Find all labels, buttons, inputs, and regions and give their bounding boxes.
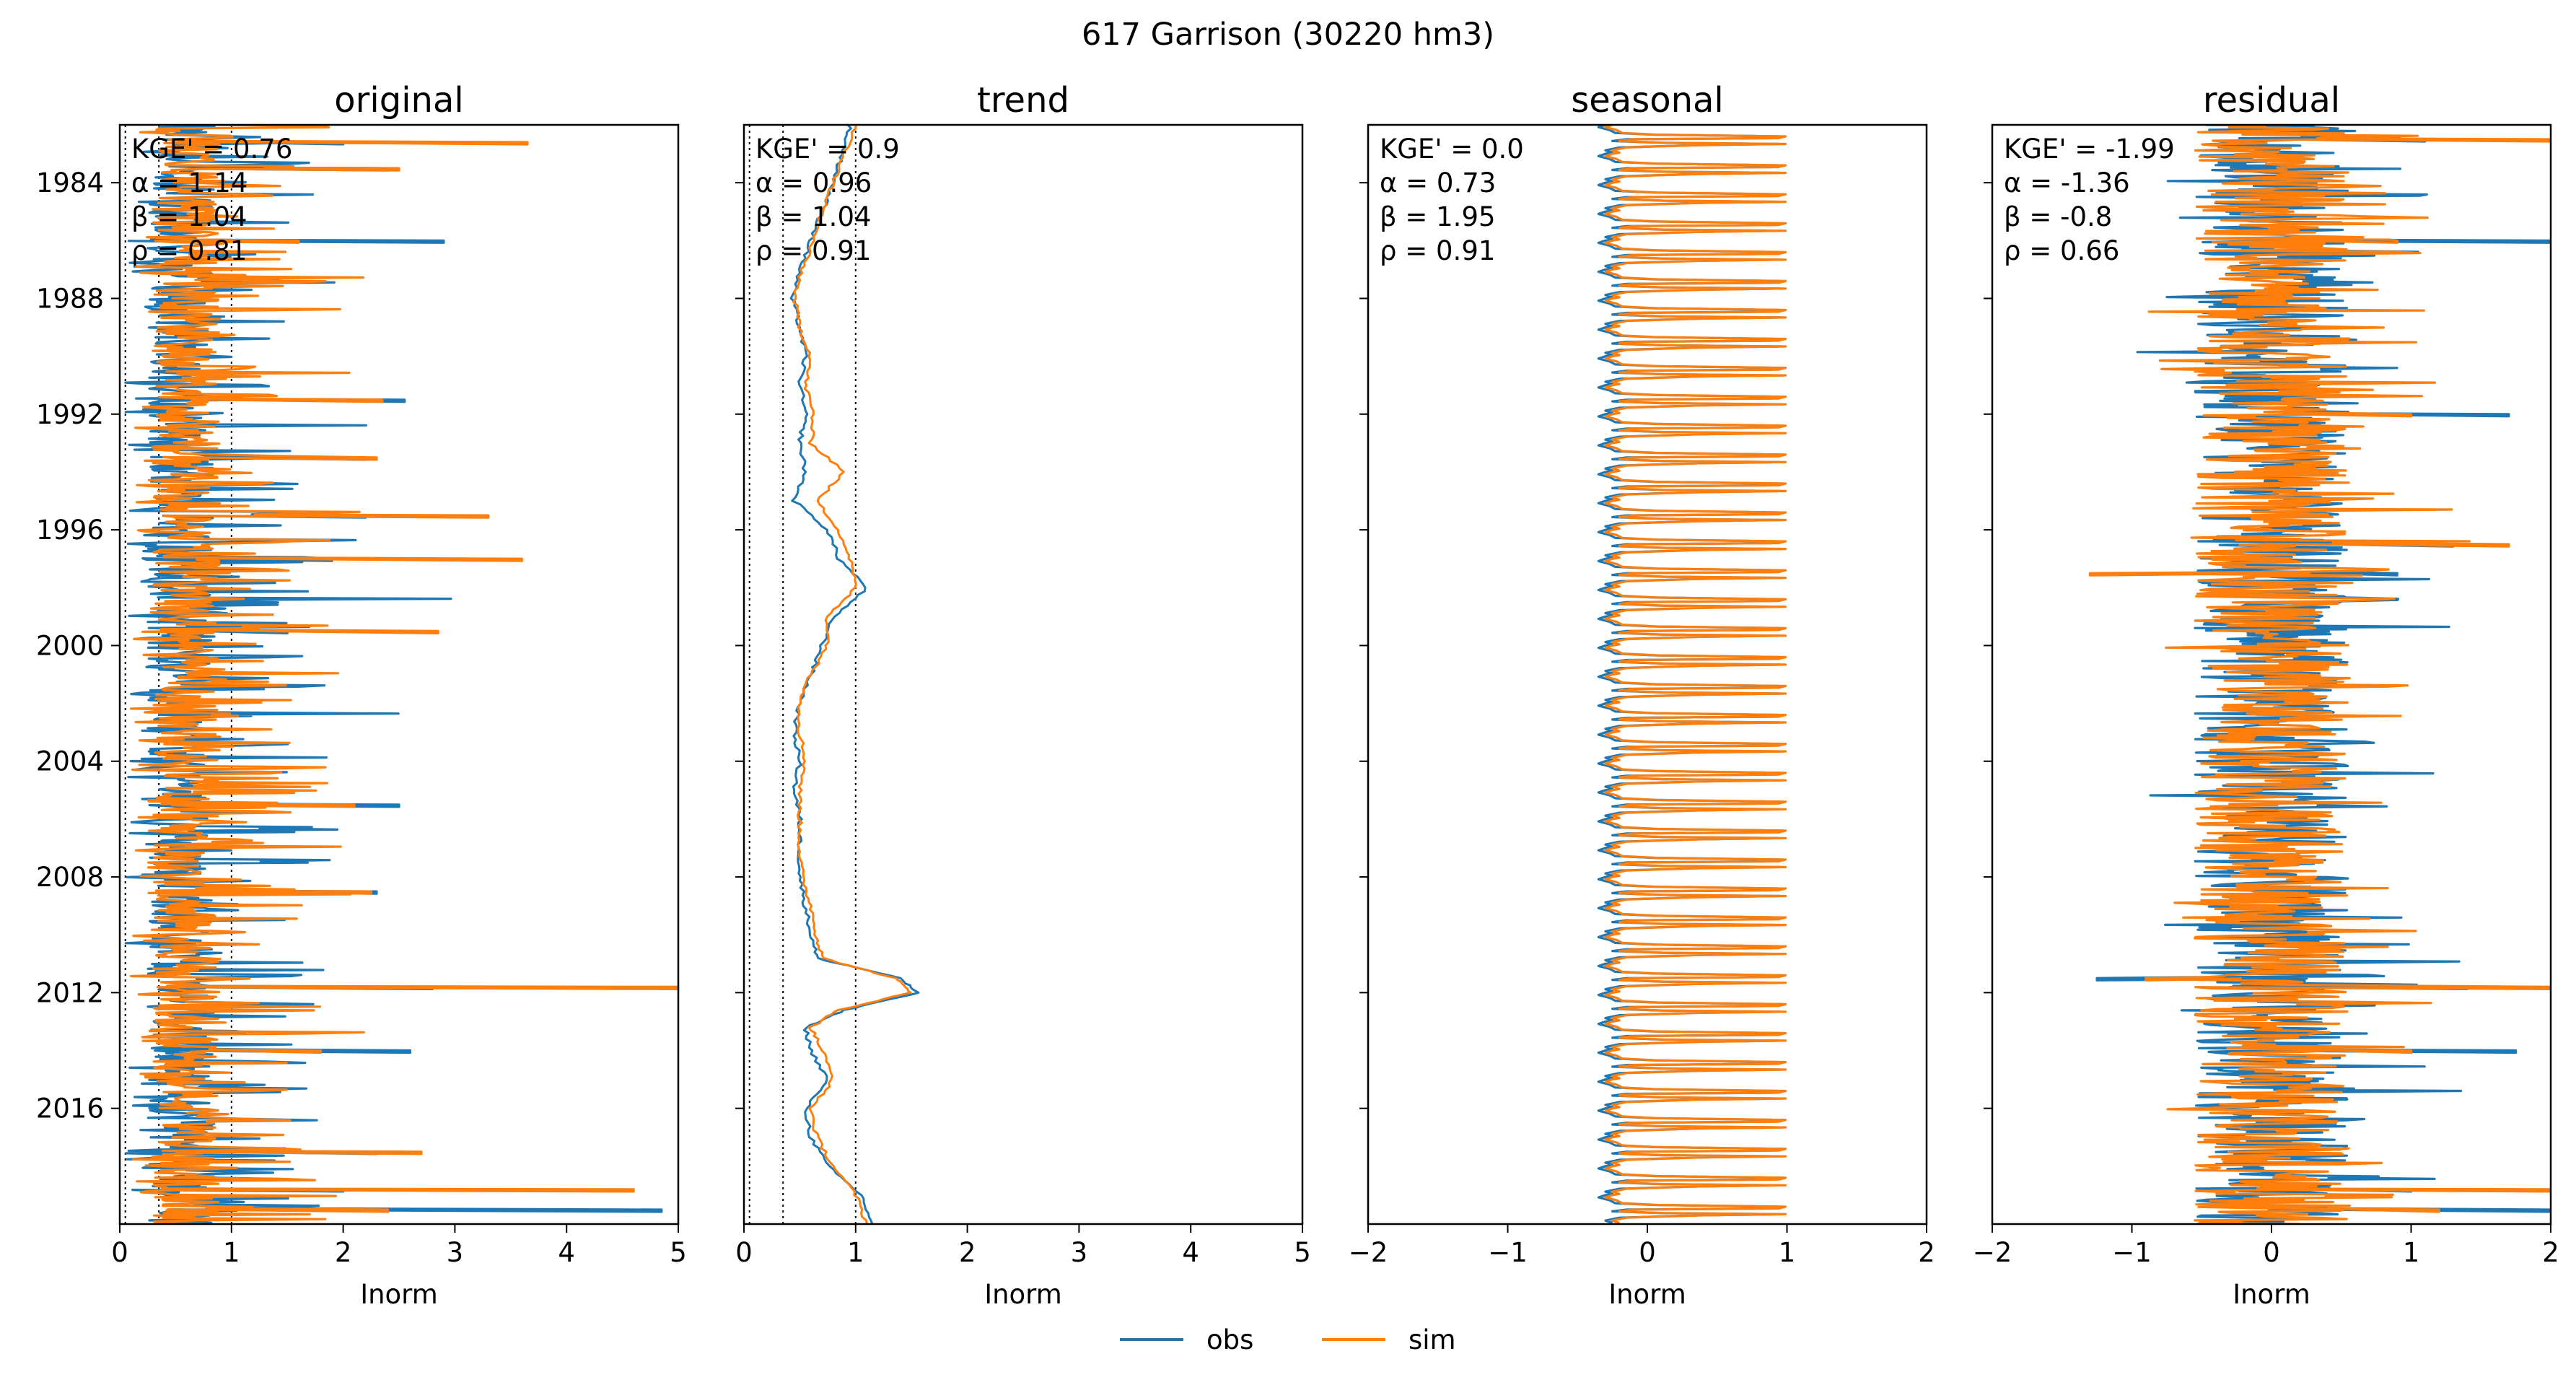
- y-tick-label: 2012: [36, 977, 104, 1008]
- panel-title: original: [334, 80, 463, 121]
- y-tick-label: 1984: [36, 167, 104, 198]
- x-tick-label: 2: [1918, 1237, 1935, 1268]
- panel-trend: trend 0 1 2 3 4 5 Inorm KGE' = 0.9α = 0.96β = 1.…: [735, 80, 1311, 1310]
- metric-text: KGE' = 0.76: [131, 134, 292, 165]
- panel-seasonal: seasonal −2 −1 0 1 2 Inorm KGE' = 0.0α = 0.73β …: [1349, 80, 1935, 1310]
- metric-text: α = 0.96: [755, 167, 872, 198]
- y-tick-label: 1992: [36, 399, 104, 430]
- series-sim-line: [2088, 125, 2551, 1224]
- metric-text: ρ = 0.81: [131, 235, 247, 266]
- x-tick-label: 1: [847, 1237, 864, 1268]
- panel-title: seasonal: [1571, 80, 1724, 121]
- x-tick-label: 5: [1294, 1237, 1311, 1268]
- x-tick-label: 0: [1639, 1237, 1656, 1268]
- x-tick-label: 3: [447, 1237, 464, 1268]
- x-tick-label: 1: [1779, 1237, 1796, 1268]
- y-tick-label: 1988: [36, 283, 104, 314]
- x-tick-label: 2: [2542, 1237, 2559, 1268]
- legend-label-obs: obs: [1206, 1324, 1253, 1355]
- x-axis-label: Inorm: [984, 1279, 1062, 1310]
- y-tick-label: 2000: [36, 630, 104, 661]
- axes-frame: [118, 123, 680, 1225]
- series-obs-line: [2095, 125, 2551, 1224]
- x-tick-label: 0: [111, 1237, 128, 1268]
- x-axis-label: Inorm: [1608, 1279, 1686, 1310]
- metric-text: α = -1.36: [2004, 167, 2130, 198]
- axes-frame: [742, 123, 1304, 1225]
- x-tick-label: 2: [959, 1237, 976, 1268]
- x-tick-label: 2: [335, 1237, 352, 1268]
- x-tick-label: 4: [558, 1237, 575, 1268]
- x-axis-label: Inorm: [2233, 1279, 2310, 1310]
- series-sim-line: [792, 125, 912, 1224]
- plot-area-residual: [2088, 125, 2551, 1224]
- legend: obs sim: [1120, 1324, 1456, 1355]
- y-tick-label: 2008: [36, 862, 104, 893]
- series-obs-line: [124, 125, 663, 1224]
- metric-text: ρ = 0.91: [1380, 235, 1495, 266]
- x-axis-label: Inorm: [360, 1279, 438, 1310]
- metric-text: β = 1.04: [755, 201, 872, 232]
- series-sim-line: [129, 125, 678, 1224]
- plot-area-trend: [789, 125, 920, 1224]
- figure-suptitle: 617 Garrison (30220 hm3): [1082, 17, 1494, 53]
- metric-text: α = 0.73: [1380, 167, 1496, 198]
- metric-text: KGE' = -1.99: [2004, 134, 2175, 165]
- panel-original: original 0 1 2 3 4 5 Inorm 1984 1988 1992 1996 2000 2…: [36, 80, 687, 1310]
- metric-text: KGE' = 0.9: [755, 134, 900, 165]
- x-tick-label: −2: [1349, 1237, 1388, 1268]
- x-tick-label: 1: [223, 1237, 240, 1268]
- panel-residual: residual −2 −1 0 1 2 Inorm KGE' = -1.99α = -1.3…: [1973, 80, 2559, 1310]
- y-tick-label: 2004: [36, 746, 104, 777]
- x-tick-label: 1: [2403, 1237, 2420, 1268]
- series-sim-line: [1604, 125, 1787, 1224]
- plot-area-seasonal: [1597, 125, 1787, 1224]
- panel-title: trend: [977, 80, 1069, 121]
- x-tick-label: 5: [670, 1237, 687, 1268]
- legend-label-sim: sim: [1409, 1324, 1456, 1355]
- y-tick-label: 2016: [36, 1093, 104, 1124]
- x-tick-label: 0: [735, 1237, 753, 1268]
- metric-text: β = 1.04: [131, 201, 247, 232]
- metric-text: β = -0.8: [2004, 201, 2112, 232]
- x-tick-label: −2: [1973, 1237, 2012, 1268]
- x-tick-label: −1: [2112, 1237, 2152, 1268]
- x-tick-label: −1: [1488, 1237, 1528, 1268]
- metric-text: α = 1.14: [131, 167, 247, 198]
- metric-text: β = 1.95: [1380, 201, 1496, 232]
- metric-text: KGE' = 0.0: [1380, 134, 1524, 165]
- y-tick-label: 1996: [36, 515, 104, 546]
- x-tick-label: 3: [1071, 1237, 1088, 1268]
- x-tick-label: 4: [1182, 1237, 1199, 1268]
- metric-text: ρ = 0.91: [755, 235, 871, 266]
- x-tick-label: 0: [2263, 1237, 2280, 1268]
- metric-text: ρ = 0.66: [2004, 235, 2119, 266]
- panel-title: residual: [2203, 80, 2340, 121]
- plot-area-original: [124, 125, 678, 1224]
